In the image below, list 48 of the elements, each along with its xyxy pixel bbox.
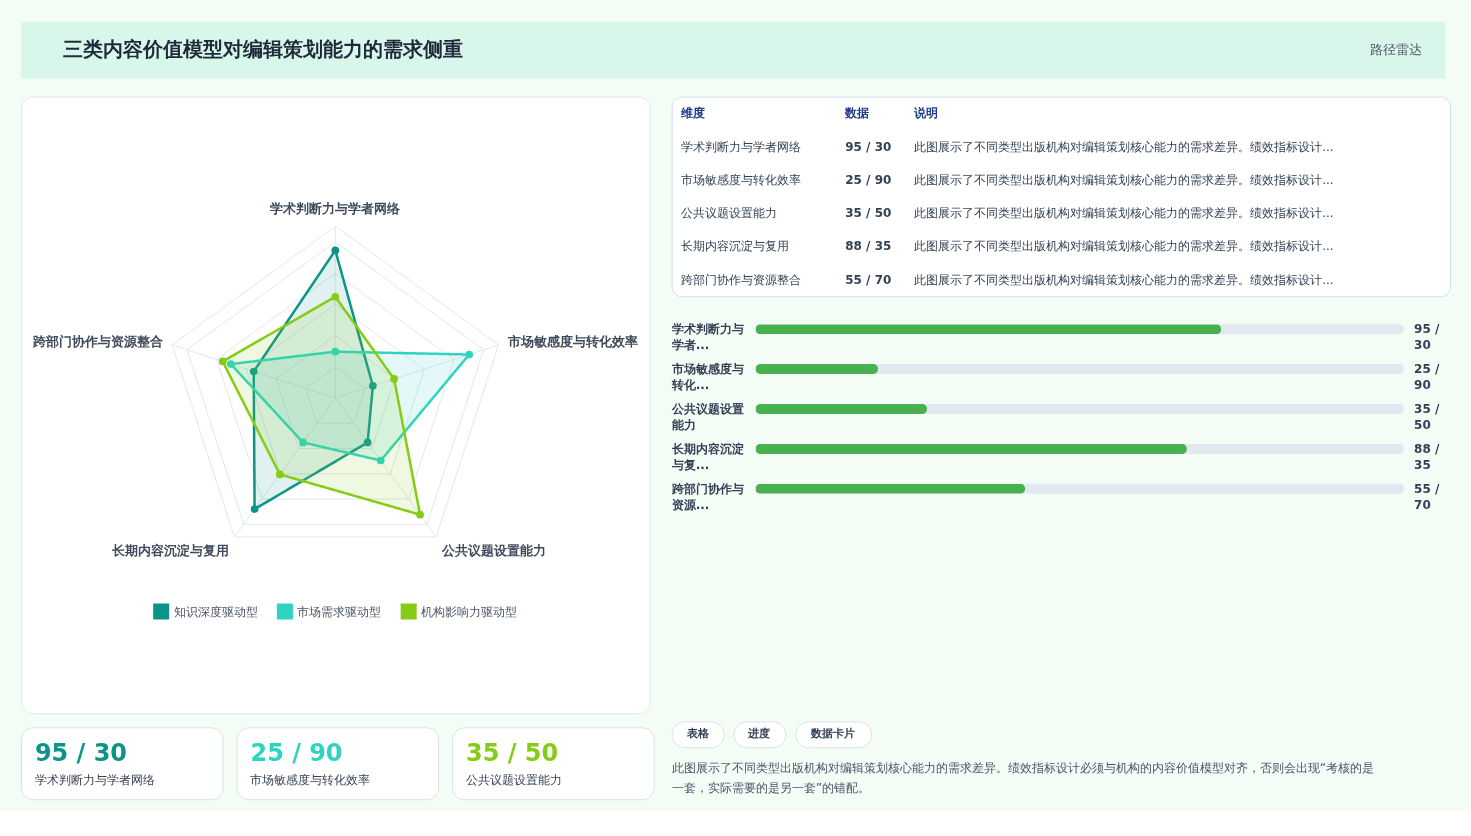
data-label: 25 / 90 bbox=[1414, 362, 1440, 393]
legend-label: 知识深度驱动型 bbox=[173, 604, 258, 619]
y-tick-label: 跨部门协作与资源... bbox=[670, 481, 744, 512]
text: 维度 bbox=[679, 106, 705, 121]
text: 跨部门协作与资源整合 bbox=[680, 272, 801, 287]
text: 此图展示了不同类型出版机构对编辑策划核心能力的需求差异。绩效指标设计... bbox=[914, 139, 1334, 154]
text: 表格 bbox=[685, 727, 710, 741]
data-label: 88 / 35 bbox=[1414, 441, 1440, 472]
data-label: 55 / 70 bbox=[1414, 481, 1440, 512]
text: 88 / 35 bbox=[845, 239, 892, 254]
spoke-label: 市场敏感度与转化效率 bbox=[507, 333, 639, 349]
text: 35 / 50 bbox=[845, 206, 892, 221]
text: 数据卡片 bbox=[810, 727, 856, 741]
text: 说明 bbox=[913, 106, 939, 121]
text: 路径雷达 bbox=[1370, 41, 1423, 57]
data-label: 95 / 30 bbox=[1414, 322, 1440, 353]
text: 此图展示了不同类型出版机构对编辑策划核心能力的需求差异。绩效指标设计... bbox=[914, 206, 1334, 221]
text: 55 / 70 bbox=[845, 272, 892, 287]
spoke-label: 公共议题设置能力 bbox=[441, 542, 547, 558]
chart-title: 三类内容价值模型对编辑策划能力的需求侧重 bbox=[62, 36, 463, 61]
text: 公共议题设置能力 bbox=[466, 773, 563, 788]
text: 市场敏感度与转化效率 bbox=[250, 773, 371, 788]
text: 学术判断力与学者网络 bbox=[34, 773, 155, 788]
text: 此图展示了不同类型出版机构对编辑策划核心能力的需求差异。绩效指标设计... bbox=[914, 172, 1334, 187]
text: 数据 bbox=[844, 106, 870, 121]
y-tick-label: 市场敏感度与转化... bbox=[670, 362, 744, 393]
data-label: 35 / 50 bbox=[1414, 401, 1440, 432]
text: 25 / 90 bbox=[250, 739, 343, 768]
text: 35 / 50 bbox=[466, 739, 559, 768]
text: 市场敏感度与转化效率 bbox=[680, 172, 801, 187]
text: 此图展示了不同类型出版机构对编辑策划核心能力的需求差异。绩效指标设计必须与机构的内容价值模型对齐，否则会出现“考核的是一套，实际需要的是另一套”的错配。 bbox=[671, 760, 1375, 796]
text: 长期内容沉淀与复用 bbox=[680, 239, 789, 254]
spoke-label: 学术判断力与学者网络 bbox=[270, 201, 402, 217]
text: 25 / 90 bbox=[845, 172, 892, 187]
y-tick-label: 公共议题设置能力 bbox=[670, 401, 744, 432]
text: 进度 bbox=[747, 727, 771, 741]
text: 此图展示了不同类型出版机构对编辑策划核心能力的需求差异。绩效指标设计... bbox=[914, 272, 1334, 287]
legend-label: 机构影响力驱动型 bbox=[421, 604, 518, 619]
y-tick-label: 学术判断力与学者... bbox=[671, 322, 744, 353]
text: 公共议题设置能力 bbox=[680, 206, 777, 221]
spoke-label: 长期内容沉淀与复用 bbox=[110, 542, 229, 558]
y-tick-label: 长期内容沉淀与复... bbox=[670, 441, 744, 472]
text: 95 / 30 bbox=[34, 739, 127, 768]
text: 95 / 30 bbox=[845, 139, 892, 154]
text: 此图展示了不同类型出版机构对编辑策划核心能力的需求差异。绩效指标设计... bbox=[914, 239, 1334, 254]
legend-label: 市场需求驱动型 bbox=[297, 604, 382, 619]
spoke-label: 跨部门协作与资源整合 bbox=[31, 333, 163, 349]
text: 学术判断力与学者网络 bbox=[680, 139, 801, 154]
